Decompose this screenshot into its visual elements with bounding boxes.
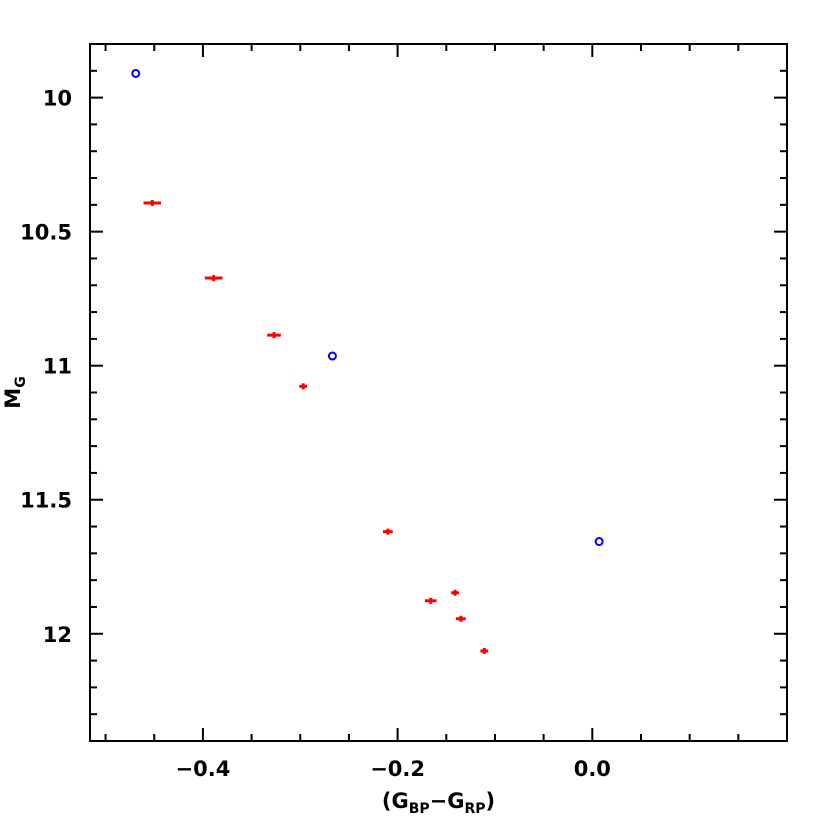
x-tick-label: −0.4 (176, 757, 231, 781)
x-label-sub: BP (409, 801, 430, 817)
x-label-sub: RP (464, 801, 485, 817)
x-label-part: (G (382, 789, 409, 813)
x-label-part: ) (486, 789, 496, 813)
point (594, 537, 604, 547)
y-label-part: M (1, 388, 25, 409)
y-tick-label: 10.5 (20, 221, 72, 245)
x-axis-label: (GBP−GRP) (382, 789, 495, 817)
x-tick-label: 0.0 (574, 757, 611, 781)
y-tick-label: 11 (43, 355, 72, 379)
x-tick-label: −0.2 (370, 757, 425, 781)
y-axis-label: MG (1, 376, 29, 408)
y-label-sub: G (13, 376, 29, 388)
point (131, 68, 141, 78)
y-tick-label: 10 (43, 87, 72, 111)
plot-frame (89, 43, 788, 742)
point (327, 351, 337, 361)
y-tick-label: 12 (43, 623, 72, 647)
x-label-part: −G (430, 789, 465, 813)
y-tick-label: 11.5 (20, 489, 72, 513)
